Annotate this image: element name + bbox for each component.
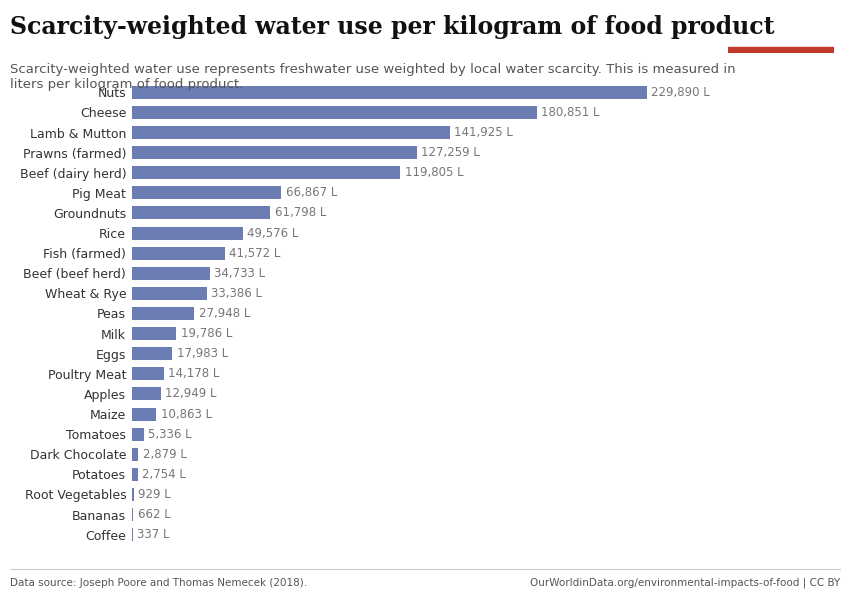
Text: 34,733 L: 34,733 L [214, 267, 265, 280]
Bar [132, 367, 163, 380]
Text: 662 L: 662 L [138, 508, 171, 521]
Bar [132, 347, 172, 360]
Bar [132, 187, 281, 199]
Bar [132, 166, 400, 179]
Bar [132, 448, 139, 461]
Text: 33,386 L: 33,386 L [211, 287, 262, 300]
Text: 127,259 L: 127,259 L [422, 146, 480, 159]
Bar [132, 247, 225, 260]
Text: 19,786 L: 19,786 L [180, 327, 232, 340]
Bar [132, 488, 133, 501]
Text: 180,851 L: 180,851 L [541, 106, 600, 119]
Bar [132, 227, 243, 239]
Text: 41,572 L: 41,572 L [230, 247, 280, 260]
Text: 119,805 L: 119,805 L [405, 166, 463, 179]
Text: Data source: Joseph Poore and Thomas Nemecek (2018).: Data source: Joseph Poore and Thomas Nem… [10, 578, 308, 588]
Bar [728, 47, 834, 53]
Text: 14,178 L: 14,178 L [168, 367, 219, 380]
Bar [132, 327, 176, 340]
Bar [132, 388, 161, 400]
Text: 10,863 L: 10,863 L [161, 407, 212, 421]
Text: 12,949 L: 12,949 L [165, 388, 217, 400]
Text: 929 L: 929 L [139, 488, 171, 501]
Bar [132, 508, 133, 521]
Text: Our World
in Data: Our World in Data [751, 15, 810, 38]
Text: Scarcity-weighted water use per kilogram of food product: Scarcity-weighted water use per kilogram… [10, 15, 774, 39]
Bar [132, 86, 647, 99]
Bar [132, 267, 210, 280]
Bar [132, 126, 450, 139]
Bar [132, 307, 195, 320]
Text: OurWorldinData.org/environmental-impacts-of-food | CC BY: OurWorldinData.org/environmental-impacts… [530, 578, 840, 589]
Text: 229,890 L: 229,890 L [651, 86, 710, 99]
Text: 5,336 L: 5,336 L [148, 428, 192, 440]
Bar [132, 146, 416, 159]
Text: 27,948 L: 27,948 L [199, 307, 250, 320]
Bar [132, 106, 536, 119]
Text: 337 L: 337 L [137, 528, 169, 541]
Text: Scarcity-weighted water use represents freshwater use weighted by local water sc: Scarcity-weighted water use represents f… [10, 63, 736, 91]
Text: 17,983 L: 17,983 L [177, 347, 228, 360]
Text: 2,879 L: 2,879 L [143, 448, 186, 461]
Text: 66,867 L: 66,867 L [286, 187, 337, 199]
Bar [132, 468, 138, 481]
Bar [132, 428, 144, 440]
Bar [132, 407, 156, 421]
Bar [132, 206, 270, 220]
Text: 49,576 L: 49,576 L [247, 227, 298, 239]
Text: 61,798 L: 61,798 L [275, 206, 326, 220]
Text: 2,754 L: 2,754 L [143, 468, 186, 481]
Bar [132, 287, 207, 300]
Text: 141,925 L: 141,925 L [454, 126, 513, 139]
